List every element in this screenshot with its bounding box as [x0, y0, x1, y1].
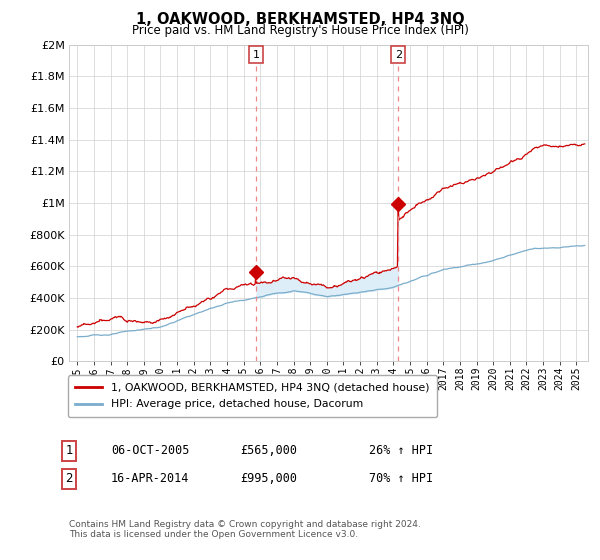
Text: 1: 1 — [253, 49, 260, 59]
Text: £995,000: £995,000 — [240, 472, 297, 486]
Legend: 1, OAKWOOD, BERKHAMSTED, HP4 3NQ (detached house), HPI: Average price, detached : 1, OAKWOOD, BERKHAMSTED, HP4 3NQ (detach… — [68, 375, 437, 417]
Text: Contains HM Land Registry data © Crown copyright and database right 2024.
This d: Contains HM Land Registry data © Crown c… — [69, 520, 421, 539]
Text: 70% ↑ HPI: 70% ↑ HPI — [369, 472, 433, 486]
Text: 1: 1 — [65, 444, 73, 458]
Text: £565,000: £565,000 — [240, 444, 297, 458]
Text: Price paid vs. HM Land Registry's House Price Index (HPI): Price paid vs. HM Land Registry's House … — [131, 24, 469, 37]
Text: 2: 2 — [65, 472, 73, 486]
Text: 2: 2 — [395, 49, 402, 59]
Text: 26% ↑ HPI: 26% ↑ HPI — [369, 444, 433, 458]
Text: 1, OAKWOOD, BERKHAMSTED, HP4 3NQ: 1, OAKWOOD, BERKHAMSTED, HP4 3NQ — [136, 12, 464, 27]
Text: 16-APR-2014: 16-APR-2014 — [111, 472, 190, 486]
Text: 06-OCT-2005: 06-OCT-2005 — [111, 444, 190, 458]
